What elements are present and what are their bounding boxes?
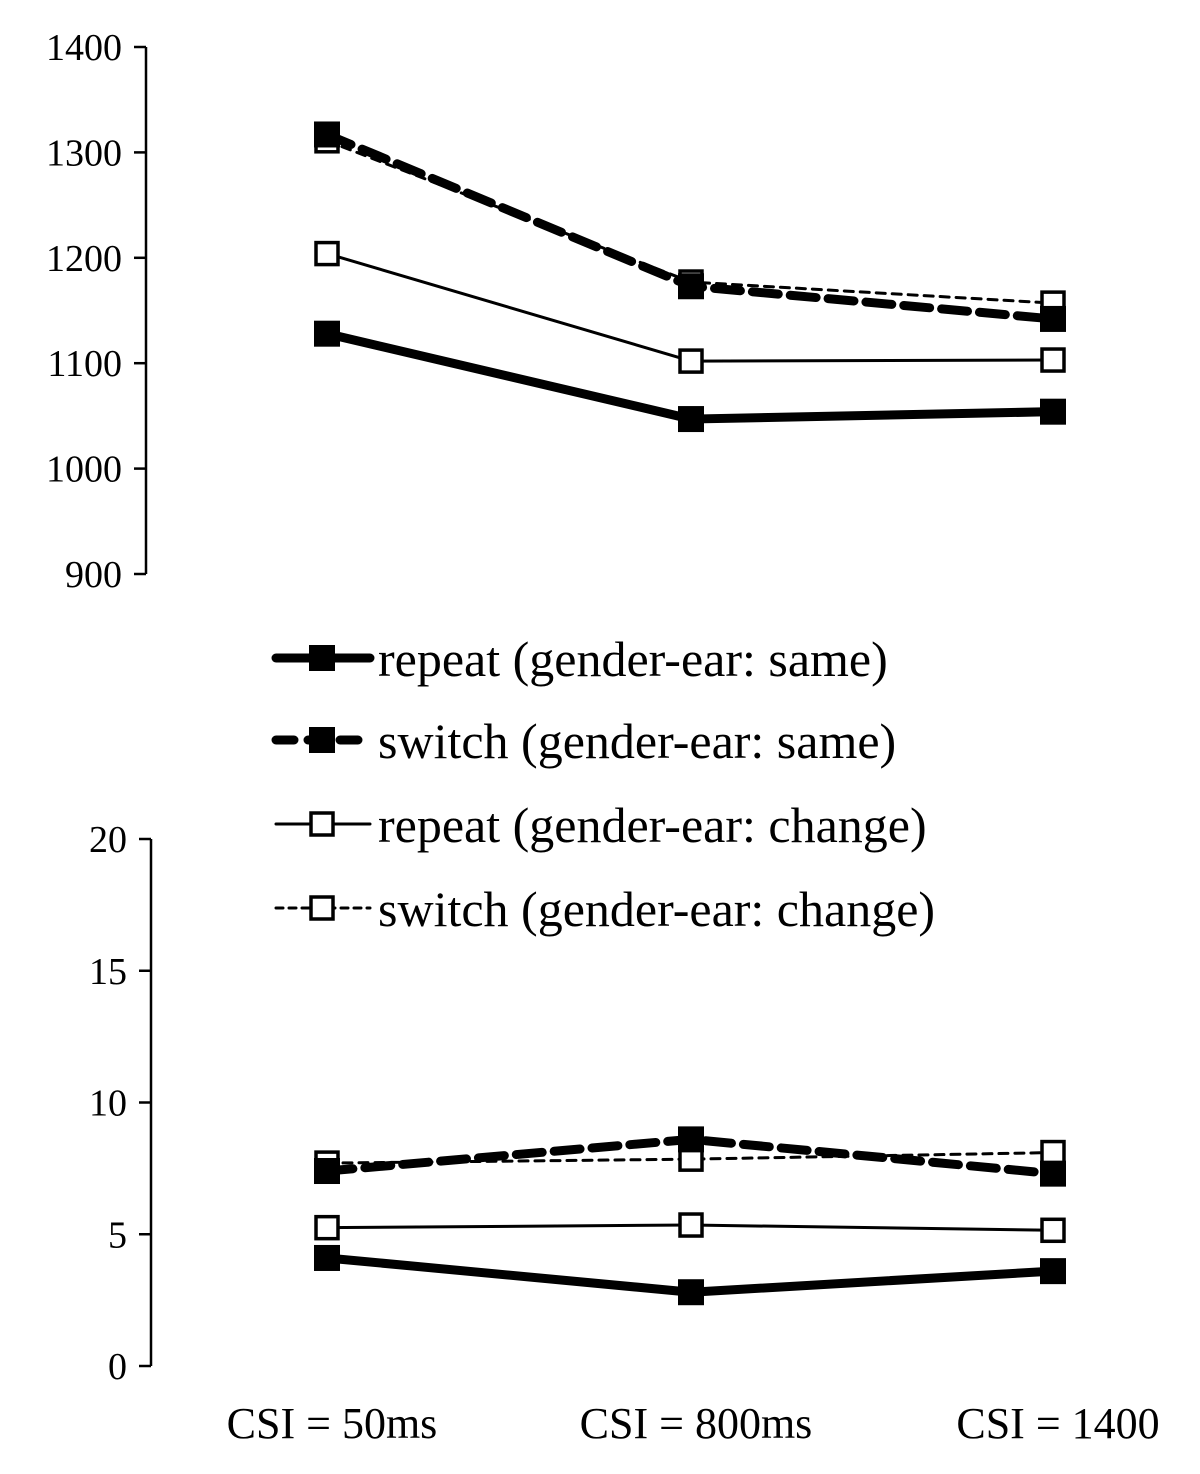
x-category-label: CSI = 50ms [227,1399,438,1448]
y-tick-label: 900 [65,554,122,596]
filled-square-marker [314,1244,340,1271]
y-tick-label: 5 [108,1214,127,1256]
open-square-marker [309,811,335,837]
legend-label: switch (gender-ear: change) [378,881,935,937]
series-1 [314,1126,1066,1187]
legend-label: repeat (gender-ear: change) [378,797,927,853]
open-square-marker [678,1212,704,1238]
x-category-label: CSI = 800ms [580,1399,813,1448]
filled-square-marker [678,1126,704,1153]
filled-square-marker [309,645,335,671]
filled-square-marker [1040,398,1066,425]
open-square-marker [314,1214,340,1241]
filled-square-marker [678,406,704,433]
open-square-marker [1040,1139,1066,1166]
filled-square-marker [1040,305,1066,332]
series-0 [314,320,1066,433]
open-square-marker [309,895,335,921]
open-square-marker [314,240,340,267]
filled-square-marker [309,727,335,753]
filled-square-marker [678,1279,704,1306]
filled-square-marker [314,1158,340,1185]
legend-label: repeat (gender-ear: same) [378,631,888,687]
series-2 [314,1212,1066,1244]
top-panel-rt: 900 1000 1100 1200 1300 1400 [46,27,1066,596]
open-square-marker [1040,347,1066,373]
y-tick-label: 1200 [46,238,122,280]
y-tick-label: 0 [108,1346,127,1388]
filled-square-marker [678,273,704,300]
y-tick-label: 1000 [46,449,122,491]
open-square-marker [678,348,704,374]
legend-item: repeat (gender-ear: same) [271,631,888,687]
series-2 [314,240,1066,374]
x-category-label: CSI = 1400 [956,1399,1159,1448]
filled-square-marker [314,320,340,347]
legend-label: switch (gender-ear: same) [378,713,896,769]
y-tick-label: 1100 [47,343,122,385]
y-tick-label: 1300 [46,132,122,174]
open-square-marker [1040,1217,1066,1244]
y-tick-label: 20 [89,819,127,861]
series-0 [314,1244,1066,1306]
legend-item: switch (gender-ear: change) [274,881,935,937]
legend-item: repeat (gender-ear: change) [274,797,927,853]
y-tick-label: 10 [89,1083,127,1125]
legend: repeat (gender-ear: same) switch (gender-… [271,631,935,937]
y-tick-label: 1400 [46,27,122,69]
filled-square-marker [1040,1258,1066,1285]
filled-square-marker [314,121,340,148]
legend-item: switch (gender-ear: same) [271,713,896,769]
series-1 [314,121,1066,332]
bottom-panel-error: 0 5 10 15 20 [89,819,1066,1388]
filled-square-marker [1040,1160,1066,1187]
x-axis-labels: CSI = 50ms CSI = 800ms CSI = 1400 [227,1399,1160,1448]
y-tick-label: 15 [89,951,127,993]
